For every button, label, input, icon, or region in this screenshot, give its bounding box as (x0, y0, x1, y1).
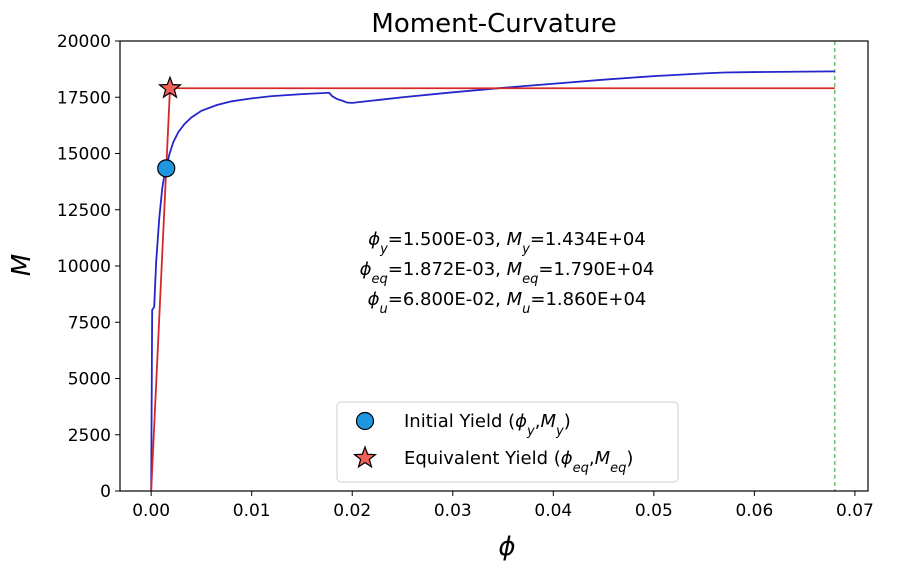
annotation-line-2: ϕeq=1.872E-03, Meq=1.790E+04 (360, 259, 655, 287)
y-tick-label: 15000 (57, 145, 111, 165)
y-tick-label: 10000 (57, 257, 111, 277)
annotation-line-3: ϕu=6.800E-02, Mu=1.860E+04 (368, 289, 647, 317)
y-tick-label: 5000 (68, 370, 111, 390)
x-tick-label: 0.03 (434, 501, 472, 521)
legend-box (336, 401, 679, 483)
annotation-line-1: ϕy=1.500E-03, My=1.434E+04 (368, 229, 646, 257)
x-tick-label: 0.02 (333, 501, 371, 521)
legend-entry-2: Equivalent Yield (ϕeq,Meq) (404, 448, 633, 476)
x-tick-label: 0.00 (132, 501, 170, 521)
legend-marker-circle (355, 411, 375, 431)
y-tick-label: 17500 (57, 88, 111, 108)
x-tick-label: 0.05 (635, 501, 673, 521)
x-tick-label: 0.01 (233, 501, 271, 521)
x-tick-label: 0.06 (735, 501, 773, 521)
x-tick-label: 0.07 (836, 501, 874, 521)
y-tick-label: 0 (100, 482, 111, 502)
y-tick-label: 12500 (57, 201, 111, 221)
y-tick-label: 7500 (68, 313, 111, 333)
x-tick-label: 0.04 (534, 501, 572, 521)
marker-circle (157, 159, 176, 178)
x-axis-label: ϕ (498, 532, 515, 562)
y-tick-label: 20000 (57, 32, 111, 52)
chart-title: Moment-Curvature (371, 9, 616, 39)
legend-entry-1: Initial Yield (ϕy,My) (404, 411, 571, 439)
y-tick-label: 2500 (68, 426, 111, 446)
legend-marker-star (352, 445, 378, 469)
marker-star (157, 75, 183, 99)
y-axis-label: M (7, 254, 37, 276)
